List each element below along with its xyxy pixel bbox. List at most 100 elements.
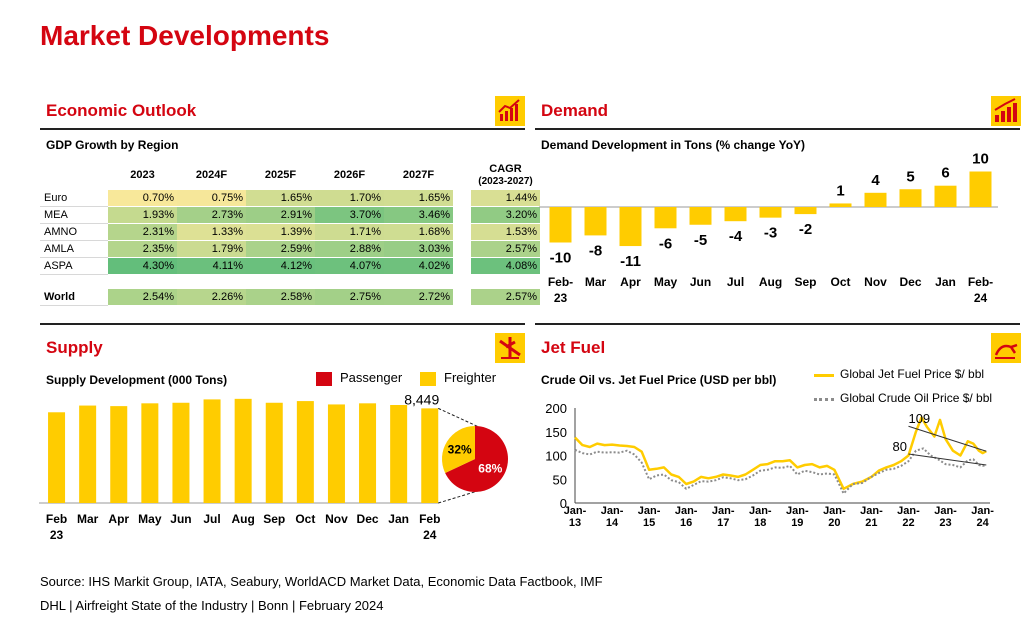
supply-category-label: 24 (423, 528, 437, 542)
section-title-supply: Supply (46, 338, 103, 357)
demand-bar (969, 171, 992, 207)
footer-source: Source: IHS Markit Group, IATA, Seabury,… (40, 574, 603, 589)
gdp-cell: 1.93% (108, 207, 177, 224)
supply-category-label: Apr (108, 512, 129, 526)
supply-bar (79, 405, 97, 503)
pie-slice (445, 426, 508, 492)
x-tick-label: Jan- (897, 505, 920, 517)
supply-category-label: Dec (357, 512, 379, 526)
supply-category-label: Jan (388, 512, 409, 526)
x-tick-label: Jan- (712, 505, 735, 517)
supply-category-label: Feb (419, 512, 440, 526)
demand-category-label: 23 (554, 291, 568, 305)
gdp-cell: 3.70% (315, 207, 384, 224)
supply-category-label: Oct (295, 512, 315, 526)
demand-category-label: May (654, 275, 678, 289)
supply-category-label: Nov (325, 512, 348, 526)
section-divider (40, 323, 525, 325)
supply-bar (48, 412, 66, 503)
gdp-cell: 0.70% (108, 190, 177, 207)
demand-category-label: Feb- (968, 275, 993, 289)
legend-line-crude-oil (814, 398, 834, 401)
legend-label-jet-fuel: Global Jet Fuel Price $/ bbl (840, 367, 985, 381)
demand-bar (759, 207, 782, 218)
demand-bar (619, 207, 642, 247)
demand-data-label: 1 (836, 182, 844, 199)
footer-org: DHL | Airfreight State of the Industry |… (40, 598, 384, 613)
x-tick-label: Jan- (971, 505, 994, 517)
x-tick-label: 21 (865, 517, 877, 529)
gdp-cell: 1.71% (315, 224, 384, 241)
x-tick-label: 20 (828, 517, 840, 529)
supply-category-label: Jul (203, 512, 220, 526)
x-tick-label: 16 (680, 517, 692, 529)
y-tick-label: 150 (545, 425, 567, 440)
demand-category-label: Jul (727, 275, 744, 289)
x-tick-label: Jan- (860, 505, 883, 517)
x-tick-label: 13 (569, 517, 581, 529)
economic-chart-icon (495, 96, 525, 126)
gdp-cell: 2.54% (108, 289, 177, 306)
gdp-cell: 2.72% (384, 289, 453, 306)
gdp-world-row: World 2.54% 2.26% 2.58% 2.75% 2.72% 2.57% (40, 289, 540, 306)
gdp-cagr-cell: 4.08% (471, 258, 540, 275)
gdp-cagr-cell: 2.57% (471, 241, 540, 258)
gdp-cell: 2.26% (177, 289, 246, 306)
gdp-col-header: 2025F (264, 169, 297, 181)
x-tick-label: 24 (976, 517, 989, 529)
demand-data-label: -10 (550, 250, 572, 267)
gdp-region-name: AMNO (40, 224, 108, 241)
gdp-cell: 3.46% (384, 207, 453, 224)
gdp-row: AMNO 2.31% 1.33% 1.39% 1.71% 1.68% 1.53% (40, 224, 540, 241)
gdp-cell: 2.73% (177, 207, 246, 224)
x-tick-label: Jan- (749, 505, 772, 517)
annotation-leader (908, 453, 987, 466)
gdp-cell: 4.30% (108, 258, 177, 275)
supply-bar (141, 403, 159, 503)
demand-data-label: -11 (620, 253, 641, 270)
supply-bar (203, 399, 221, 503)
demand-category-label: Aug (759, 275, 782, 289)
x-tick-label: Jan- (601, 505, 624, 517)
gdp-cell: 2.35% (108, 241, 177, 258)
legend-swatch-freighter (420, 372, 436, 386)
page-title: Market Developments (40, 20, 330, 51)
x-tick-label: 17 (717, 517, 729, 529)
pie-slice (442, 426, 475, 474)
demand-category-label: Dec (899, 275, 921, 289)
gdp-table: 2023 2024F 2025F 2026F 2027F CAGR (2023-2… (40, 160, 540, 306)
x-tick-label: 18 (754, 517, 766, 529)
gdp-row: Euro 0.70% 0.75% 1.65% 1.70% 1.65% 1.44% (40, 190, 540, 207)
demand-category-label: Mar (585, 275, 607, 289)
demand-data-label: 4 (871, 172, 880, 189)
annotation-label: 109 (908, 411, 930, 426)
gdp-cell: 4.07% (315, 258, 384, 275)
demand-category-label: 24 (974, 291, 988, 305)
supply-bar (234, 398, 252, 503)
supply-bar (390, 405, 408, 503)
gdp-row: MEA 1.93% 2.73% 2.91% 3.70% 3.46% 3.20% (40, 207, 540, 224)
gdp-col-header: 2023 (130, 169, 155, 181)
demand-category-label: Nov (864, 275, 887, 289)
demand-category-label: Feb- (548, 275, 573, 289)
x-tick-label: Jan- (638, 505, 661, 517)
gdp-cell: 1.39% (246, 224, 315, 241)
legend-label-crude-oil: Global Crude Oil Price $/ bbl (840, 391, 993, 405)
gdp-region-name: World (40, 289, 108, 306)
demand-data-label: 10 (972, 151, 989, 168)
gdp-row: ASPA 4.30% 4.11% 4.12% 4.07% 4.02% 4.08% (40, 258, 540, 275)
jet-fuel-subtitle: Crude Oil vs. Jet Fuel Price (USD per bb… (541, 373, 777, 387)
demand-data-label: -6 (659, 235, 672, 252)
gdp-cell: 1.65% (384, 190, 453, 207)
demand-category-label: Jan (935, 275, 956, 289)
gdp-cell: 4.12% (246, 258, 315, 275)
supply-connector (438, 407, 482, 429)
demand-category-label: Jun (690, 275, 711, 289)
supply-category-label: Aug (231, 512, 254, 526)
supply-bar (421, 408, 439, 503)
legend-swatch-passenger (316, 372, 332, 386)
demand-data-label: -4 (729, 228, 743, 245)
gdp-cell: 2.31% (108, 224, 177, 241)
demand-data-label: -2 (799, 221, 812, 238)
x-tick-label: Jan- (786, 505, 809, 517)
